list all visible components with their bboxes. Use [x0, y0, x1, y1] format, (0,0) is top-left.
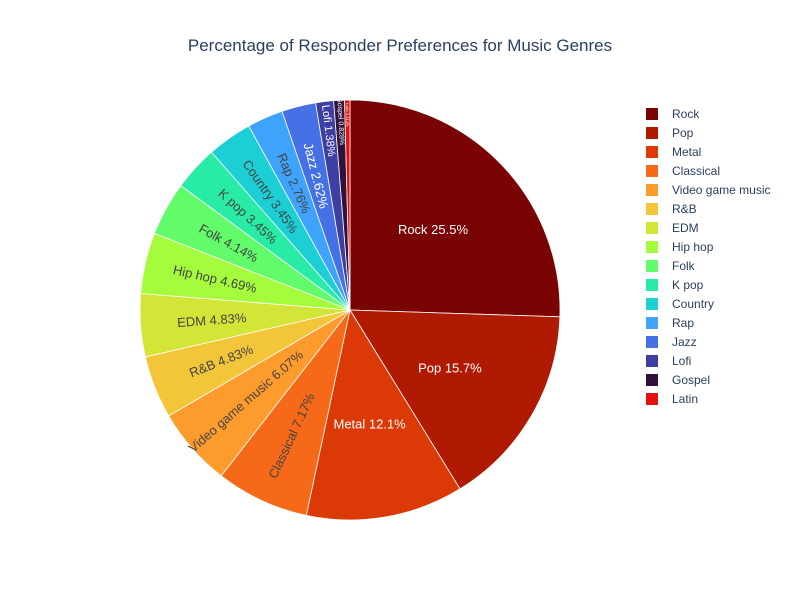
legend-swatch: [646, 298, 658, 310]
slice-label-edm: EDM 4.83%: [177, 310, 248, 330]
legend-swatch: [646, 146, 658, 158]
legend-swatch: [646, 203, 658, 215]
legend-item-gospel[interactable]: Gospel: [646, 373, 710, 387]
legend-item-k-pop[interactable]: K pop: [646, 278, 704, 292]
legend-item-pop[interactable]: Pop: [646, 126, 694, 140]
legend-swatch: [646, 222, 658, 234]
legend-label: Classical: [672, 164, 720, 178]
legend: Rock Pop Metal Classical Video game music R&B…: [646, 107, 771, 406]
slice-metal[interactable]: [305, 308, 461, 521]
legend-item-metal[interactable]: Metal: [646, 145, 701, 159]
legend-swatch: [646, 184, 658, 196]
legend-label: Rap: [672, 316, 694, 330]
chart-title: Percentage of Responder Preferences for …: [188, 36, 612, 55]
legend-label: K pop: [672, 278, 704, 292]
legend-label: Pop: [672, 126, 694, 140]
legend-label: Lofi: [672, 354, 691, 368]
slice-label-rock: Rock 25.5%: [398, 222, 469, 237]
slice-label-pop: Pop 15.7%: [418, 360, 482, 375]
legend-item-video-game-music[interactable]: Video game music: [646, 183, 771, 197]
legend-label: Gospel: [672, 373, 710, 387]
legend-item-jazz[interactable]: Jazz: [646, 335, 697, 349]
legend-swatch: [646, 165, 658, 177]
legend-swatch: [646, 374, 658, 386]
legend-label: Jazz: [672, 335, 697, 349]
legend-label: EDM: [672, 221, 699, 235]
slice-label-gospel: Gospel 0.828%: [335, 97, 344, 145]
legend-label: R&B: [672, 202, 697, 216]
legend-swatch: [646, 241, 658, 253]
legend-label: Latin: [672, 392, 698, 406]
slice-rock[interactable]: [349, 99, 561, 318]
legend-label: Hip hop: [672, 240, 714, 254]
legend-swatch: [646, 108, 658, 120]
legend-item-r-b[interactable]: R&B: [646, 202, 697, 216]
legend-label: Folk: [672, 259, 696, 273]
pie-slices: [139, 99, 561, 521]
legend-item-folk[interactable]: Folk: [646, 259, 696, 273]
legend-item-rock[interactable]: Rock: [646, 107, 700, 121]
legend-item-country[interactable]: Country: [646, 297, 714, 311]
legend-label: Country: [672, 297, 714, 311]
legend-swatch: [646, 127, 658, 139]
legend-swatch: [646, 260, 658, 272]
legend-swatch: [646, 279, 658, 291]
slice-latin[interactable]: [344, 99, 351, 311]
legend-swatch: [646, 336, 658, 348]
legend-swatch: [646, 355, 658, 367]
legend-item-latin[interactable]: Latin: [646, 392, 698, 406]
slice-label-metal: Metal 12.1%: [333, 416, 406, 431]
legend-item-edm[interactable]: EDM: [646, 221, 699, 235]
legend-item-rap[interactable]: Rap: [646, 316, 694, 330]
legend-label: Video game music: [672, 183, 771, 197]
legend-item-classical[interactable]: Classical: [646, 164, 720, 178]
legend-label: Rock: [672, 107, 700, 121]
slice-label-latin: Latin 0.414%: [345, 103, 350, 127]
legend-swatch: [646, 393, 658, 405]
legend-item-lofi[interactable]: Lofi: [646, 354, 691, 368]
legend-swatch: [646, 317, 658, 329]
legend-item-hip-hop[interactable]: Hip hop: [646, 240, 714, 254]
legend-label: Metal: [672, 145, 701, 159]
slice-pop[interactable]: [349, 309, 561, 490]
